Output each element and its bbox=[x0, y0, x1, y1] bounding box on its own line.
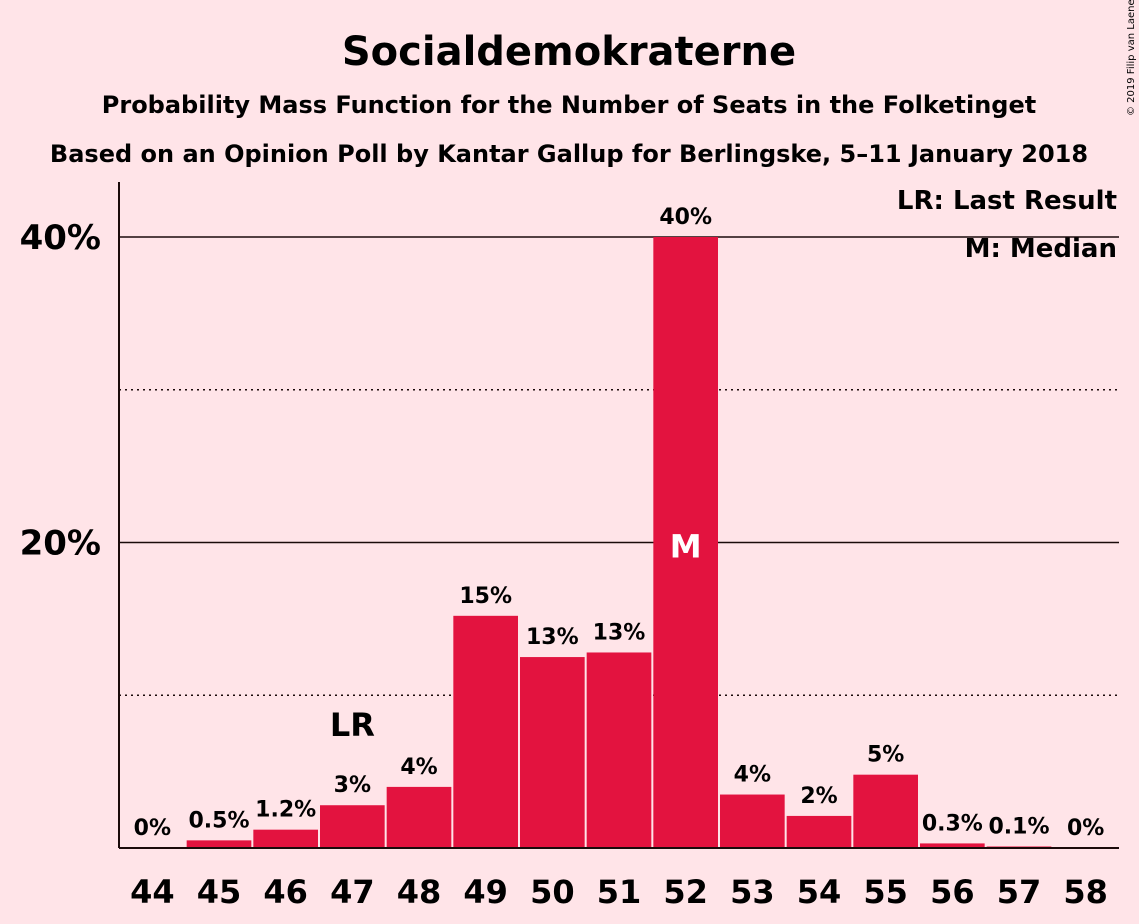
x-tick-label: 44 bbox=[130, 873, 175, 911]
x-tick-label: 53 bbox=[730, 873, 775, 911]
y-tick-label: 20% bbox=[20, 523, 101, 563]
data-label: 5% bbox=[867, 743, 904, 768]
x-tick-label: 52 bbox=[663, 873, 708, 911]
x-tick-label: 47 bbox=[330, 873, 375, 911]
x-tick-label: 54 bbox=[797, 873, 842, 911]
data-label: 0% bbox=[1067, 816, 1104, 841]
data-label: 13% bbox=[593, 620, 646, 645]
data-label: 0% bbox=[134, 816, 171, 841]
copyright: © 2019 Filip van Laenen bbox=[1126, 0, 1137, 116]
axes bbox=[118, 182, 1119, 849]
data-label: 0.5% bbox=[188, 808, 249, 833]
x-tick-label: 58 bbox=[1063, 873, 1108, 911]
bar bbox=[186, 840, 252, 848]
median-marker: M bbox=[670, 527, 702, 565]
bar bbox=[453, 615, 518, 848]
x-tick-label: 57 bbox=[997, 873, 1042, 911]
bar bbox=[386, 786, 452, 848]
chart-title: Socialdemokraterne bbox=[342, 29, 796, 75]
bar bbox=[720, 794, 785, 848]
data-label: 0.1% bbox=[988, 814, 1049, 839]
last-result-marker: LR bbox=[330, 706, 375, 744]
bar bbox=[586, 652, 652, 848]
bar bbox=[786, 815, 852, 848]
x-tick-label: 48 bbox=[397, 873, 442, 911]
x-tick-label: 49 bbox=[463, 873, 508, 911]
data-label: 40% bbox=[659, 205, 712, 230]
data-label: 0.3% bbox=[922, 811, 983, 836]
data-label: 4% bbox=[400, 755, 437, 780]
bar bbox=[320, 805, 385, 848]
bar bbox=[653, 236, 718, 848]
data-label: 15% bbox=[459, 584, 512, 609]
labels: 20% 40% 0% 44 0.5% 45 1.2% 46 3% 47 4% 48 15% 49 13% 50… bbox=[20, 205, 1108, 911]
data-label: 2% bbox=[800, 784, 837, 809]
x-tick-label: 45 bbox=[197, 873, 242, 911]
bar bbox=[520, 657, 585, 848]
bar bbox=[253, 829, 318, 848]
chart-subtitle-poll: Based on an Opinion Poll by Kantar Gallu… bbox=[50, 140, 1088, 168]
data-label: 3% bbox=[334, 773, 371, 798]
x-tick-label: 50 bbox=[530, 873, 575, 911]
x-tick-label: 56 bbox=[930, 873, 975, 911]
legend-median: M: Median bbox=[965, 234, 1117, 264]
x-tick-label: 46 bbox=[263, 873, 308, 911]
x-tick-label: 51 bbox=[597, 873, 642, 911]
chart-subtitle: Probability Mass Function for the Number… bbox=[102, 91, 1036, 119]
data-label: 1.2% bbox=[255, 798, 316, 823]
y-tick-label: 40% bbox=[20, 218, 101, 258]
legend-last-result: LR: Last Result bbox=[897, 186, 1117, 216]
x-tick-label: 55 bbox=[863, 873, 908, 911]
data-label: 13% bbox=[526, 625, 579, 650]
bar bbox=[853, 774, 918, 848]
data-label: 4% bbox=[734, 763, 771, 788]
bars bbox=[186, 236, 1052, 848]
bar bbox=[920, 843, 985, 848]
